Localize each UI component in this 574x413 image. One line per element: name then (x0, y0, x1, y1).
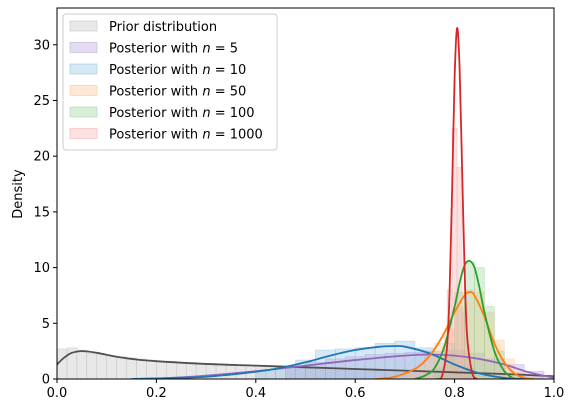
x-tick-label-5: 1.0 (544, 386, 565, 401)
y-axis: 0 5 10 15 20 25 30 (33, 38, 57, 388)
kde-line-series-3 (374, 291, 535, 379)
hist-bar-series-2-bin-6 (374, 343, 396, 379)
legend-label-4: Posterior with n = 100 (109, 106, 255, 121)
legend-swatch-2 (69, 63, 98, 75)
kde-line-series-0 (57, 350, 554, 378)
x-tick-label-4: 0.8 (444, 386, 465, 401)
x-tick-label-2: 0.4 (245, 386, 266, 401)
y-tick-label-1: 5 (42, 317, 50, 332)
x-tick-label-0: 0.0 (47, 386, 68, 401)
legend-label-3: Posterior with n = 50 (109, 85, 246, 100)
legend-swatch-0 (69, 20, 98, 32)
legend-swatch-5 (69, 128, 98, 139)
hist-bar-series-0-bin-16 (215, 364, 227, 379)
kde-line-series-4 (414, 259, 515, 379)
hist-bar-series-3-bin-0 (404, 373, 416, 379)
legend-frame (62, 13, 278, 151)
hist-bar-series-0-bin-7 (126, 357, 137, 379)
y-tick-label-3: 15 (33, 205, 50, 220)
hist-bar-series-0-bin-6 (116, 356, 127, 379)
hist-bar-series-0-bin-11 (166, 360, 177, 379)
hist-bar-series-0-bin-5 (106, 356, 117, 379)
kde-layer (57, 27, 554, 379)
legend-label-2: Posterior with n = 10 (109, 63, 246, 78)
hist-bar-series-0-bin-4 (96, 354, 108, 379)
plot-frame (56, 7, 555, 380)
y-tick-label-4: 20 (33, 150, 50, 165)
legend-swatch-1 (69, 42, 98, 53)
y-tick-label-6: 30 (33, 38, 50, 53)
y-tick-label-2: 10 (33, 261, 50, 276)
legend-label-5: Posterior with n = 1000 (109, 128, 263, 143)
legend-swatch-3 (69, 85, 98, 96)
legend-label-1: Posterior with n = 5 (109, 42, 238, 57)
hist-bar-series-0-bin-17 (225, 364, 237, 379)
kde-line-series-1 (146, 353, 554, 379)
hist-bar-series-0-bin-2 (76, 349, 88, 379)
legend-label-0: Prior distribution (109, 20, 217, 35)
legend-swatch-4 (69, 106, 98, 118)
hist-bar-series-5-bin-4 (461, 311, 468, 379)
y-tick-label-5: 25 (33, 94, 50, 109)
y-axis-label: Density (11, 169, 26, 219)
x-axis: 0.0 0.2 0.4 0.6 0.8 1.0 (47, 379, 565, 401)
hist-bar-series-0-bin-10 (156, 360, 167, 379)
x-tick-label-1: 0.2 (146, 386, 167, 401)
hist-bar-series-0-bin-3 (86, 353, 98, 379)
hist-bar-series-2-bin-5 (354, 347, 376, 379)
legend: Prior distribution Posterior with n = 5 Po… (62, 13, 278, 151)
histogram-layer (57, 128, 554, 379)
kde-line-series-2 (131, 345, 530, 379)
hist-bar-series-0-bin-9 (146, 359, 157, 379)
x-tick-label-3: 0.6 (345, 386, 366, 401)
hist-bar-series-0-bin-8 (136, 358, 147, 379)
y-tick-label-0: 0 (42, 373, 50, 388)
kde-line-series-5 (436, 27, 478, 379)
